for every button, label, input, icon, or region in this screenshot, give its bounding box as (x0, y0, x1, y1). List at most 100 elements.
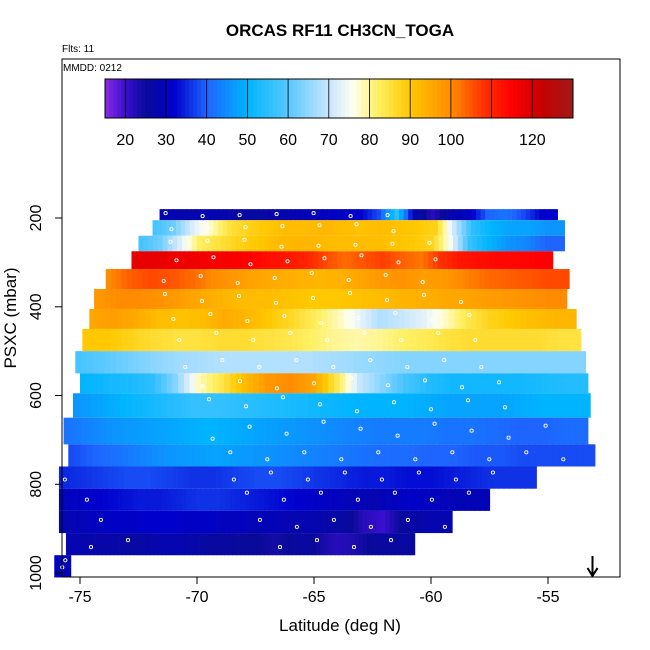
heatmap-cell (201, 328, 208, 352)
heatmap-cell (446, 351, 453, 374)
heatmap-cell (525, 209, 531, 221)
heatmap-cell (428, 351, 436, 374)
sample-point (199, 298, 205, 304)
heatmap-cell (500, 251, 506, 270)
colorbar-swatch (109, 79, 114, 118)
sample-point (162, 291, 168, 297)
heatmap-cell (371, 510, 377, 534)
heatmap-cell (220, 533, 226, 556)
heatmap-cell (489, 220, 495, 236)
heatmap-cell (498, 308, 505, 329)
colorbar-swatch (437, 79, 442, 118)
heatmap-cell (257, 328, 265, 352)
heatmap-cell (576, 373, 583, 394)
heatmap-cell (164, 251, 171, 270)
heatmap-cell (452, 251, 458, 270)
heatmap-cell (274, 235, 280, 252)
heatmap-cell (516, 209, 522, 221)
heatmap-cell (305, 308, 312, 329)
heatmap-cell (117, 510, 123, 534)
heatmap-cell (503, 209, 509, 221)
heatmap-cell (217, 289, 224, 309)
colorbar-swatch (529, 79, 534, 118)
heatmap-cell (177, 209, 183, 221)
heatmap-cell (486, 351, 494, 374)
heatmap-cell (495, 328, 503, 352)
heatmap-cell (528, 444, 536, 467)
heatmap-cell (325, 444, 333, 467)
heatmap-cell (93, 533, 99, 556)
heatmap-cell (482, 235, 488, 252)
heatmap-cell (331, 444, 339, 467)
heatmap-cell (272, 393, 280, 418)
heatmap-cell (569, 328, 576, 352)
heatmap-cell (179, 251, 185, 270)
heatmap-cell (548, 393, 556, 418)
sample-point (466, 490, 471, 495)
heatmap-cell (570, 373, 577, 394)
heatmap-cell (474, 269, 481, 289)
heatmap-cell (362, 209, 369, 221)
heatmap-cell (524, 328, 531, 352)
heatmap-cell (231, 351, 239, 374)
heatmap-cell (189, 328, 197, 352)
heatmap-cell (99, 289, 106, 309)
heatmap-cell (143, 373, 150, 394)
colorbar-swatch (205, 79, 210, 118)
heatmap-cell (516, 269, 523, 289)
heatmap-cell (288, 220, 294, 236)
heatmap-cell (168, 209, 174, 221)
heatmap-cell (211, 444, 219, 467)
sample-point (243, 404, 249, 409)
colorbar-swatch (465, 79, 470, 118)
heatmap-cell (158, 269, 165, 289)
sample-point (257, 517, 262, 522)
heatmap-cell (122, 444, 129, 467)
sample-point (302, 450, 307, 455)
heatmap-cell (572, 393, 579, 418)
heatmap-cell (353, 351, 360, 374)
heatmap-cell (445, 444, 452, 467)
heatmap-cell (384, 289, 391, 309)
heatmap-cell (406, 488, 412, 511)
heatmap-cell (492, 417, 500, 445)
heatmap-cell (411, 488, 417, 511)
sample-point (205, 238, 210, 243)
heatmap-cell (248, 417, 255, 445)
heatmap-cell (411, 466, 418, 489)
heatmap-cell (469, 488, 476, 511)
sample-point (453, 477, 458, 482)
heatmap-cell (502, 289, 509, 309)
heatmap-cell (289, 417, 297, 445)
sample-point (359, 253, 364, 258)
heatmap-cell (159, 209, 165, 221)
heatmap-cell (391, 417, 398, 445)
heatmap-cell (407, 510, 413, 534)
heatmap-cell (362, 373, 370, 394)
heatmap-cell (328, 488, 334, 511)
heatmap-cell (155, 328, 163, 352)
heatmap-cell (290, 269, 296, 289)
heatmap-cell (566, 393, 574, 418)
heatmap-cell (476, 466, 483, 489)
heatmap-cell (346, 466, 353, 489)
heatmap-cell (206, 373, 214, 394)
heatmap-cell (415, 308, 422, 329)
heatmap-cell (466, 393, 474, 418)
heatmap-cell (405, 269, 412, 289)
heatmap-cell (384, 269, 391, 289)
heatmap-cell (235, 444, 243, 467)
heatmap-cell (283, 235, 290, 252)
heatmap-cell (397, 373, 404, 394)
heatmap-cell (300, 510, 306, 534)
sample-point (379, 477, 384, 482)
colorbar-swatch (229, 79, 234, 118)
heatmap-cell (391, 373, 398, 394)
heatmap-cell (526, 269, 533, 289)
colorbar-swatch (317, 79, 322, 118)
heatmap-cell (205, 269, 212, 289)
heatmap-cell (582, 373, 589, 394)
heatmap-cell (323, 488, 329, 511)
heatmap-cell (142, 488, 148, 511)
heatmap-cell (116, 269, 123, 289)
